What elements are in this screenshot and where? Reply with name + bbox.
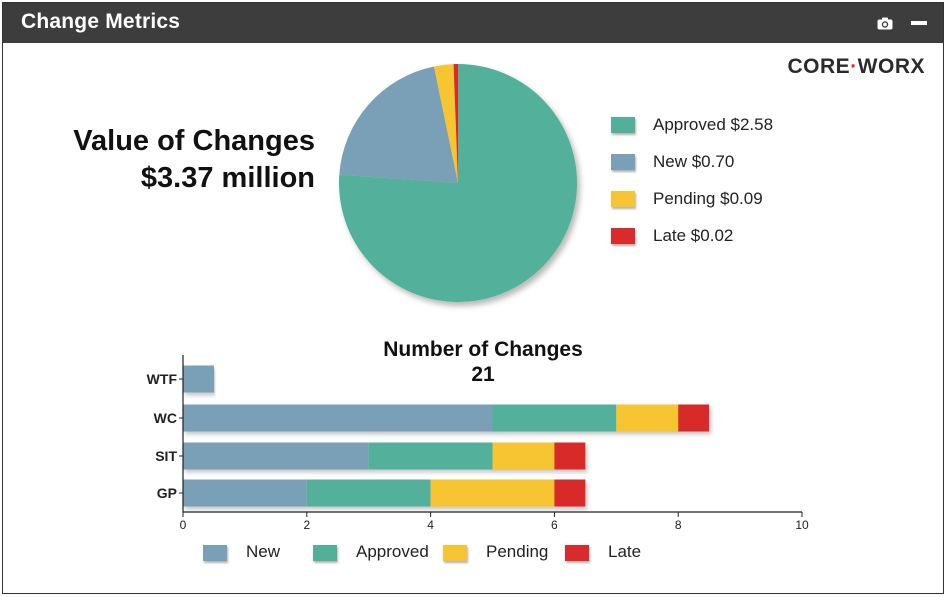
legend-swatch [313, 545, 337, 561]
category-label: SIT [155, 448, 177, 464]
camera-icon[interactable] [875, 13, 895, 33]
legend-swatch [203, 545, 227, 561]
x-tick-label: 8 [675, 518, 682, 532]
category-label: WC [154, 410, 177, 426]
bar-stack [183, 479, 586, 507]
headline-total: $3.37 million [140, 162, 315, 194]
bar-chart-title-text: Number of Changes [383, 338, 583, 361]
bar-segment [554, 479, 586, 507]
bar-segment [492, 442, 555, 470]
bar-segment [306, 479, 431, 507]
legend-label: Pending [486, 542, 549, 561]
pie-slice [453, 63, 458, 183]
value-pie-chart [339, 63, 578, 303]
bar-segment [183, 479, 307, 507]
pie-slices [339, 63, 578, 303]
headline-title: Value of Changes [73, 125, 315, 157]
legend-swatch [611, 154, 635, 170]
bar-segment [183, 404, 493, 432]
bar-stack [183, 365, 214, 393]
x-tick-label: 2 [303, 518, 310, 532]
legend-swatch [565, 545, 589, 561]
legend-swatch [611, 117, 635, 133]
pie-slice [433, 64, 458, 183]
bar-chart-total: 21 [471, 363, 495, 386]
bar-stack [183, 404, 710, 432]
legend-swatch [611, 191, 635, 207]
bar-segment [183, 365, 214, 393]
changes-bar-chart: WTF WC SIT GP 0 2 4 6 8 10 [147, 355, 809, 532]
minimize-icon[interactable] [909, 13, 929, 33]
legend-label: Pending $0.09 [653, 189, 763, 208]
bar-segment [554, 442, 586, 470]
legend-label: New [246, 542, 281, 561]
legend-label: Approved $2.58 [653, 115, 774, 134]
bar-segment [183, 442, 369, 470]
x-tick-label: 4 [427, 518, 434, 532]
legend-label: New $0.70 [653, 152, 735, 171]
pie-slice [339, 64, 578, 303]
legend-label: Late [608, 542, 642, 561]
coreworx-logo: CORE·WORX [787, 55, 925, 79]
bar-segment [678, 404, 710, 432]
pie-slice [339, 66, 458, 183]
panel-title: Change Metrics [21, 10, 181, 33]
category-label: GP [157, 485, 177, 501]
logo-dot: · [850, 55, 858, 78]
legend-swatch [611, 228, 635, 244]
bar-segment [616, 404, 679, 432]
panel-titlebar: Change Metrics [3, 3, 943, 43]
x-tick-label: 10 [795, 518, 809, 532]
x-tick-label: 0 [180, 518, 187, 532]
titlebar-actions [875, 13, 929, 33]
category-label: WTF [147, 371, 178, 387]
bar-stack [183, 442, 586, 470]
legend-label: Late $0.02 [653, 226, 734, 245]
logo-text-right: WORX [857, 55, 925, 78]
legend-label: Approved [356, 542, 429, 561]
value-headline: Value of Changes $3.37 million [43, 123, 315, 197]
bar-segment [492, 404, 617, 432]
bar-segment [368, 442, 493, 470]
logo-text-left: CORE [787, 55, 851, 78]
bar-segment [430, 479, 555, 507]
x-tick-label: 6 [551, 518, 558, 532]
legend-swatch [443, 545, 467, 561]
bar-chart-title: Number of Changes 21 [333, 337, 633, 387]
